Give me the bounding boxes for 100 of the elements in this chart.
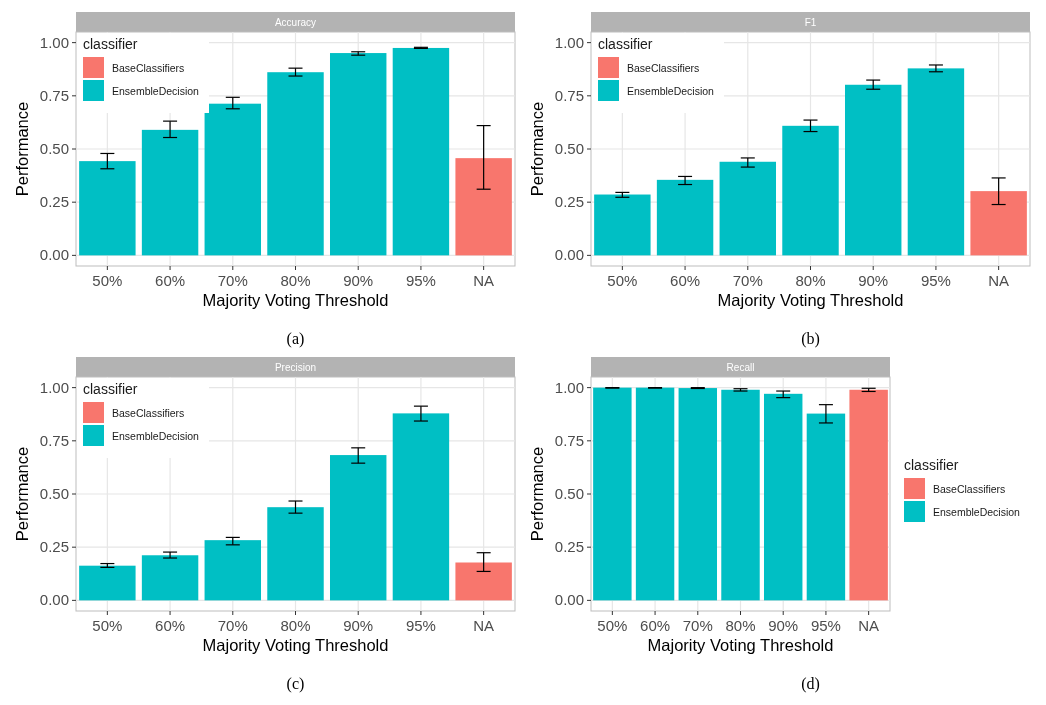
legend-label: EnsembleDecision xyxy=(112,430,200,442)
bar xyxy=(204,540,262,601)
text: (a) xyxy=(286,330,305,348)
x-tick-label: 50% xyxy=(92,617,123,634)
bar xyxy=(329,53,387,256)
legend-label: BaseClassifiers xyxy=(112,407,185,419)
y-axis-title: Performance xyxy=(13,101,31,197)
bar xyxy=(79,161,136,256)
bar xyxy=(635,387,675,601)
bar xyxy=(763,393,803,601)
y-tick-label: 0.00 xyxy=(39,591,69,609)
x-tick-label: NA xyxy=(858,617,880,634)
x-tick-label: 50% xyxy=(597,617,628,634)
y-tick-label: 1.00 xyxy=(39,378,69,396)
bar xyxy=(204,103,262,256)
legend-label: BaseClassifiers xyxy=(627,62,700,74)
bar xyxy=(849,389,888,601)
legend-title: classifier xyxy=(904,457,959,473)
bar xyxy=(141,129,199,256)
bar xyxy=(455,562,512,601)
y-tick-label: 0.75 xyxy=(554,86,584,104)
y-tick-label: 0.50 xyxy=(39,140,69,157)
x-tick-label: NA xyxy=(473,617,495,634)
legend-title: classifier xyxy=(83,381,138,397)
y-axis-title: Performance xyxy=(528,101,546,197)
x-tick-label: NA xyxy=(988,272,1010,289)
bar xyxy=(907,68,965,256)
x-tick-label: 50% xyxy=(92,272,123,289)
y-tick-label: 0.75 xyxy=(554,431,584,449)
x-axis-title: Majority Voting Threshold xyxy=(647,636,834,654)
y-tick-label: 0.00 xyxy=(39,246,69,264)
x-tick-label: 60% xyxy=(155,272,186,289)
x-tick-label: 90% xyxy=(343,617,374,634)
y-axis-title: Performance xyxy=(13,446,31,542)
chart-title: Recall xyxy=(726,362,755,373)
bar xyxy=(79,565,136,601)
y-tick-label: 0.00 xyxy=(554,246,584,264)
text: (b) xyxy=(801,330,820,348)
x-tick-label: 95% xyxy=(810,617,841,634)
x-axis-title: Majority Voting Threshold xyxy=(202,291,389,309)
y-tick-label: 1.00 xyxy=(554,33,584,51)
bar xyxy=(594,194,651,256)
bar xyxy=(267,72,324,256)
y-tick-label: 0.25 xyxy=(39,193,69,211)
y-tick-label: 0.50 xyxy=(39,485,69,502)
x-tick-label: 70% xyxy=(682,617,713,634)
x-tick-label: 90% xyxy=(768,617,799,634)
x-tick-label: 70% xyxy=(217,272,248,289)
x-tick-label: 90% xyxy=(343,272,374,289)
bar xyxy=(970,191,1027,256)
x-axis-title: Majority Voting Threshold xyxy=(202,636,389,654)
x-tick-label: 80% xyxy=(795,272,826,289)
x-tick-label: 70% xyxy=(732,272,763,289)
y-tick-label: 0.25 xyxy=(39,538,69,556)
y-tick-label: 1.00 xyxy=(554,378,584,396)
text: (c) xyxy=(286,675,305,693)
x-tick-label: NA xyxy=(473,272,495,289)
x-tick-label: 50% xyxy=(607,272,638,289)
legend-label: BaseClassifiers xyxy=(933,483,1006,495)
x-tick-label: 80% xyxy=(725,617,756,634)
y-tick-label: 0.50 xyxy=(554,140,584,157)
chart-title: Precision xyxy=(274,362,317,373)
x-tick-label: 95% xyxy=(920,272,951,289)
legend-title: classifier xyxy=(83,36,138,52)
text: (d) xyxy=(801,675,820,693)
bar xyxy=(678,388,718,601)
y-tick-label: 0.50 xyxy=(554,485,584,502)
legend-label: EnsembleDecision xyxy=(112,85,200,97)
y-axis-title: Performance xyxy=(528,446,546,542)
legend-label: BaseClassifiers xyxy=(112,62,185,74)
x-tick-label: 60% xyxy=(670,272,701,289)
bar xyxy=(721,389,760,601)
bar xyxy=(329,455,387,601)
y-tick-label: 0.75 xyxy=(39,431,69,449)
bar xyxy=(593,387,632,601)
bar xyxy=(719,161,777,256)
x-tick-label: 70% xyxy=(217,617,248,634)
bar xyxy=(782,125,839,256)
x-tick-label: 80% xyxy=(280,272,311,289)
x-tick-label: 90% xyxy=(858,272,889,289)
chart-title: Accuracy xyxy=(274,17,317,28)
legend-label: EnsembleDecision xyxy=(627,85,715,97)
y-tick-label: 0.25 xyxy=(554,193,584,211)
bar xyxy=(267,507,324,601)
y-tick-label: 0.25 xyxy=(554,538,584,556)
y-tick-label: 0.00 xyxy=(554,591,584,609)
x-tick-label: 80% xyxy=(280,617,311,634)
legend-label: EnsembleDecision xyxy=(933,506,1021,518)
x-tick-label: 95% xyxy=(405,617,436,634)
y-tick-label: 1.00 xyxy=(39,33,69,51)
bar xyxy=(392,413,450,601)
chart-title: F1 xyxy=(804,17,817,28)
y-tick-label: 0.75 xyxy=(39,86,69,104)
bar xyxy=(844,84,902,256)
bar xyxy=(455,158,512,256)
bar xyxy=(141,555,199,601)
bar xyxy=(392,47,450,256)
bar xyxy=(656,179,714,256)
x-tick-label: 60% xyxy=(640,617,671,634)
x-tick-label: 95% xyxy=(405,272,436,289)
